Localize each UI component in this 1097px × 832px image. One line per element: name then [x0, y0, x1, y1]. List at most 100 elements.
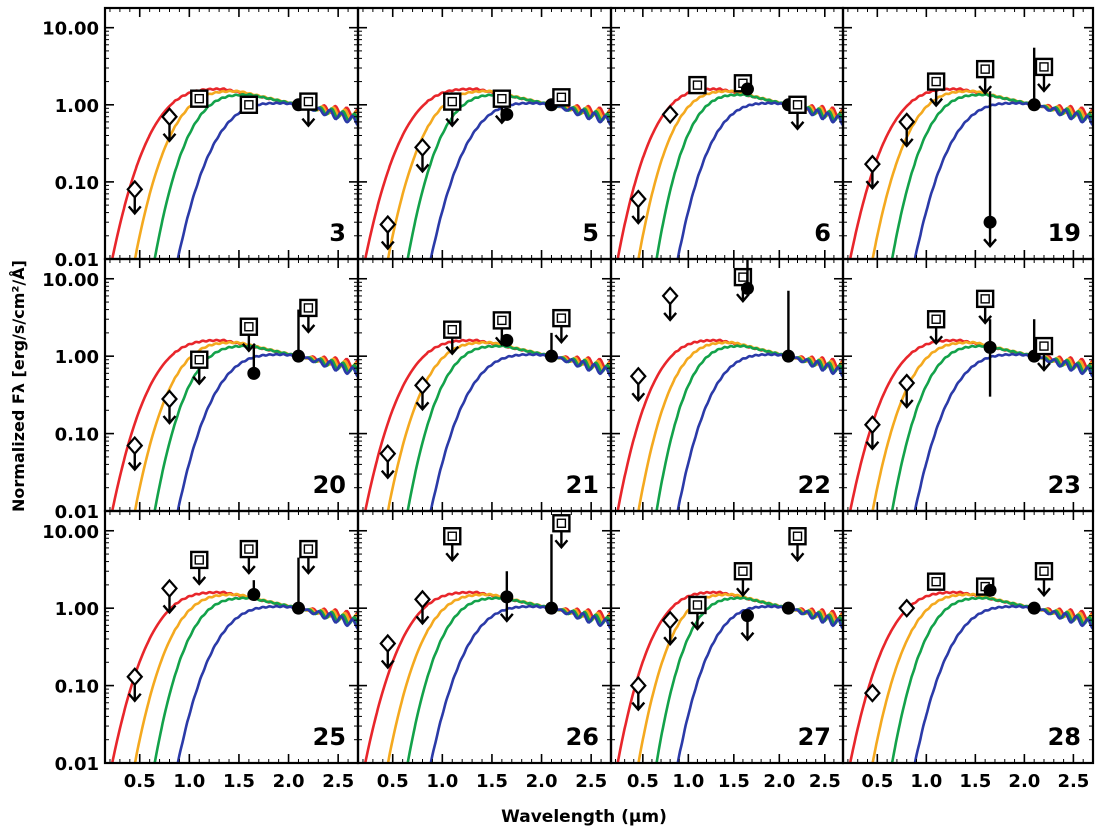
diamond-marker	[414, 589, 431, 610]
square-marker	[788, 527, 807, 546]
upper-limit-arrowhead	[663, 636, 678, 647]
upper-limit-arrowhead	[380, 469, 395, 480]
diamond-point	[661, 286, 679, 322]
square-marker-inner	[1039, 566, 1049, 576]
diamond-marker	[126, 179, 144, 200]
upper-limit-arrowhead	[1037, 362, 1051, 372]
upper-limit-arrowhead	[790, 552, 805, 563]
square-marker-inner	[303, 303, 314, 313]
circle-point	[499, 571, 514, 623]
square-marker	[299, 92, 318, 111]
model-curve-3	[913, 101, 1093, 259]
panel-frame	[841, 509, 1095, 765]
x-tick-label: 1.0	[910, 771, 942, 792]
square-marker-inner	[447, 324, 457, 335]
upper-limit-arrowhead	[301, 324, 316, 334]
data-points	[629, 527, 807, 712]
y-tick-label: 0.10	[55, 173, 99, 194]
model-curve-2	[655, 92, 843, 259]
square-point	[926, 310, 946, 346]
x-tick-label: 2.5	[322, 771, 354, 792]
upper-limit-arrowhead	[929, 97, 944, 108]
circle-marker	[781, 349, 795, 363]
model-curve-2	[655, 596, 843, 763]
x-tick-label: 2.0	[526, 771, 558, 792]
diamond-marker	[629, 366, 647, 386]
model-curve-2	[655, 344, 843, 511]
circle-point	[291, 309, 305, 363]
panel-id-label: 22	[798, 471, 831, 499]
square-point	[443, 320, 462, 356]
upper-limit-arrowhead	[631, 215, 646, 225]
square-marker	[688, 75, 707, 95]
square-marker-inner	[692, 600, 703, 610]
square-marker-inner	[931, 76, 941, 87]
square-marker	[552, 514, 571, 533]
circle-point	[544, 534, 558, 615]
square-point	[688, 595, 707, 631]
square-marker-inner	[692, 80, 703, 90]
square-point	[190, 89, 209, 108]
square-point	[733, 562, 753, 598]
square-marker	[1034, 57, 1054, 77]
diamond-marker	[661, 286, 679, 306]
square-point	[975, 289, 995, 325]
circle-marker	[291, 349, 305, 363]
upper-limit-arrowhead	[162, 132, 177, 143]
square-marker-inner	[303, 544, 314, 554]
panel-id-label: 21	[566, 471, 599, 499]
upper-limit-arrowhead	[740, 631, 755, 642]
y-tick-label: 1.00	[55, 599, 99, 620]
square-point	[443, 92, 462, 128]
x-tick-label: 0.5	[124, 771, 156, 792]
y-tick-label: 10.00	[42, 522, 99, 543]
square-point	[299, 298, 318, 334]
square-marker	[443, 92, 462, 111]
upper-limit-arrowhead	[899, 138, 914, 148]
data-points	[863, 562, 1054, 703]
model-curves	[110, 338, 358, 511]
square-marker-inner	[497, 93, 507, 104]
upper-limit-arrowhead	[445, 117, 460, 128]
square-marker-inner	[980, 294, 990, 304]
circle-marker	[781, 601, 795, 615]
panel-id-label: 5	[582, 219, 599, 247]
x-tick-label: 1.0	[426, 771, 458, 792]
model-curve-3	[429, 352, 611, 511]
square-point	[190, 550, 209, 586]
diamond-marker	[126, 435, 144, 456]
circle-marker	[740, 82, 754, 96]
square-marker	[552, 88, 571, 107]
circle-marker	[500, 107, 514, 121]
circle-point	[740, 259, 754, 295]
panel-id-label: 25	[313, 723, 346, 751]
model-curves	[616, 338, 843, 511]
model-curve-3	[913, 604, 1093, 763]
diamond-marker	[161, 389, 178, 409]
data-points	[863, 47, 1054, 249]
x-tick-label: 2.5	[575, 771, 607, 792]
model-curves	[848, 87, 1093, 259]
diamond-point	[126, 435, 144, 472]
x-tick-label: 2.5	[1057, 771, 1089, 792]
diamond-marker	[863, 415, 881, 435]
square-marker-inner	[1039, 341, 1049, 351]
model-curve-3	[429, 101, 611, 259]
circle-point	[500, 333, 514, 347]
upper-limit-arrowhead	[301, 117, 316, 128]
x-tick-label: 2.5	[809, 771, 841, 792]
square-point	[926, 572, 946, 591]
data-points	[126, 298, 318, 472]
panel-19: 19	[841, 6, 1095, 261]
diamond-marker	[661, 610, 679, 630]
square-point	[552, 308, 571, 344]
diamond-point	[126, 667, 144, 703]
model-curves	[363, 87, 611, 259]
circle-point	[781, 601, 795, 615]
diamond-marker	[414, 375, 431, 396]
y-tick-label: 0.01	[55, 502, 99, 523]
upper-limit-arrowhead	[301, 565, 316, 575]
square-marker-inner	[556, 92, 567, 103]
diamond-marker	[161, 578, 178, 599]
square-point	[492, 311, 512, 347]
